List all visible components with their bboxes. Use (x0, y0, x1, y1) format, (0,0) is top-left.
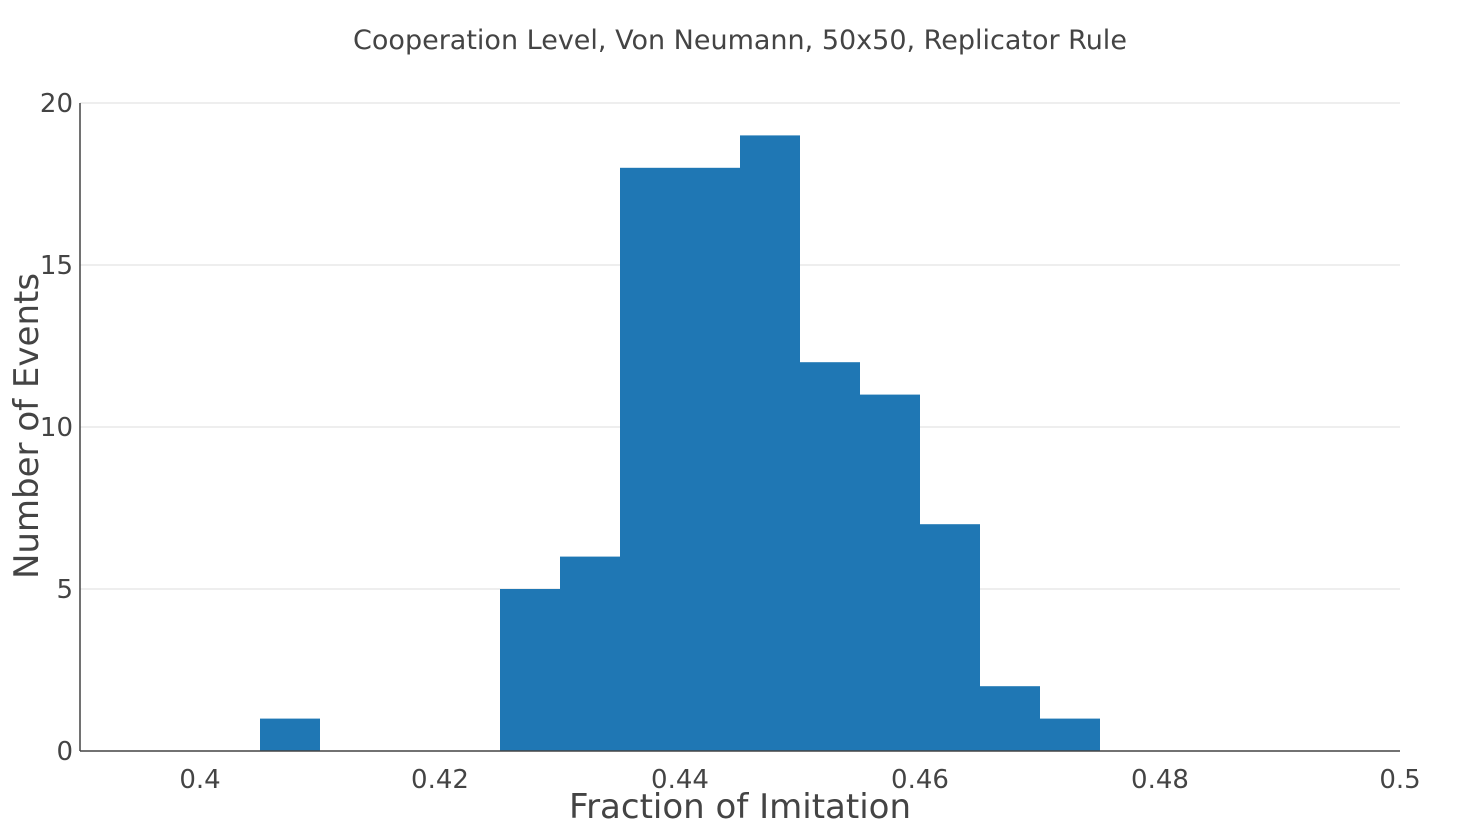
chart-title: Cooperation Level, Von Neumann, 50x50, R… (353, 25, 1127, 56)
bar-4 (680, 167, 740, 752)
bar-9 (980, 686, 1040, 751)
y-tick-label: 15 (40, 251, 73, 281)
y-tick-label: 20 (40, 89, 73, 119)
x-tick-label: 0.5 (1379, 765, 1420, 795)
bar-6 (800, 362, 860, 751)
y-tick-label: 10 (40, 413, 73, 443)
y-axis-title: Number of Events (7, 273, 47, 579)
bar-8 (920, 524, 980, 751)
bar-2 (560, 556, 620, 751)
x-tick-label: 0.42 (411, 765, 469, 795)
bar-1 (500, 589, 560, 751)
bar-7 (860, 394, 920, 751)
bar-3 (620, 167, 680, 752)
y-tick-label: 0 (56, 737, 73, 767)
bar-0 (260, 718, 320, 751)
x-tick-label: 0.48 (1131, 765, 1189, 795)
x-tick-label: 0.44 (651, 765, 709, 795)
x-tick-label: 0.4 (179, 765, 220, 795)
x-tick-label: 0.46 (891, 765, 949, 795)
y-tick-labels: 0 5 10 15 20 (40, 89, 73, 767)
x-axis-title: Fraction of Imitation (569, 787, 911, 827)
bar-5 (740, 135, 800, 751)
y-tick-label: 5 (56, 575, 73, 605)
axes (79, 103, 1400, 752)
bars (260, 135, 1100, 752)
x-tick-labels: 0.4 0.42 0.44 0.46 0.48 0.5 (179, 765, 1420, 795)
bar-10 (1040, 718, 1100, 751)
